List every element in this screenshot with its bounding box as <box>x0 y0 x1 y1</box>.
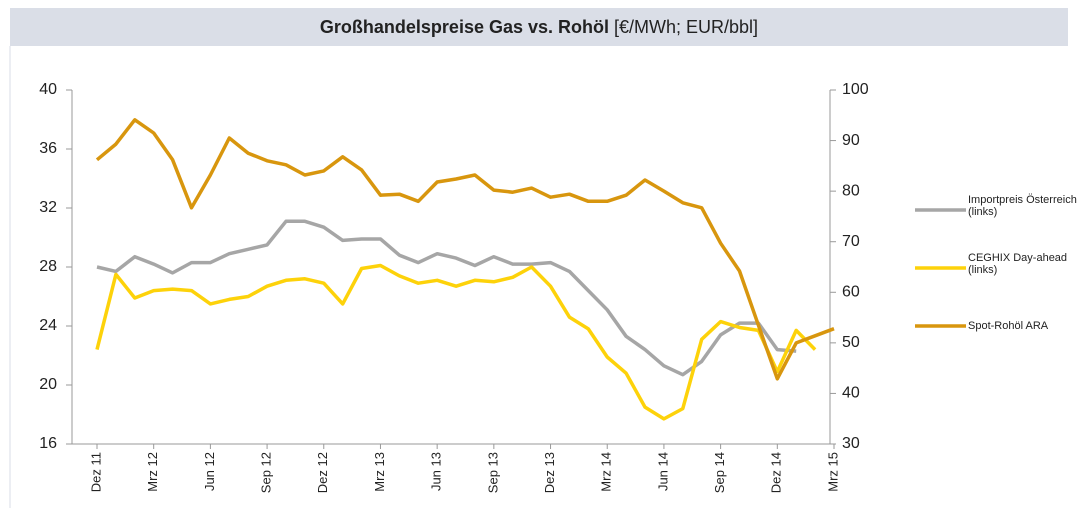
x-tick-label: Dez 12 <box>315 452 330 493</box>
x-tick-label: Mrz 14 <box>599 452 614 492</box>
x-tick-label: Dez 13 <box>542 452 557 493</box>
y-tick-label: 32 <box>39 199 57 216</box>
chart-subtitle: [€/MWh; EUR/bbl] <box>614 17 758 37</box>
y2-tick-label: 70 <box>842 233 860 250</box>
y-tick-label: 36 <box>39 140 57 157</box>
series-line <box>95 118 835 381</box>
x-tick-label: Mrz 12 <box>145 452 160 492</box>
y2-tick-label: 100 <box>842 81 869 98</box>
title-bar <box>10 8 1068 46</box>
x-tick-label: Sep 12 <box>259 452 274 493</box>
legend-label: CEGHIX Day-ahead (links) <box>968 252 1068 276</box>
series-line <box>96 219 797 377</box>
y-tick-label: 28 <box>39 258 57 275</box>
legend-label: Spot-Rohöl ARA <box>968 320 1049 332</box>
y-tick-label: 16 <box>39 435 57 452</box>
y2-tick-label: 90 <box>842 132 860 149</box>
x-tick-label: Mrz 15 <box>825 452 840 492</box>
chart-title-group: Großhandelspreise Gas vs. Rohöl [€/MWh; E… <box>320 17 758 37</box>
y2-tick-label: 50 <box>842 334 860 351</box>
series-line <box>95 263 817 421</box>
x-tick-label: Sep 14 <box>712 452 727 493</box>
x-tick-label: Jun 12 <box>202 452 217 491</box>
y-tick-label: 20 <box>39 376 57 393</box>
y2-tick-label: 80 <box>842 182 860 199</box>
x-tick-label: Jun 14 <box>655 452 670 491</box>
y-tick-label: 40 <box>39 81 57 98</box>
chart-title: Großhandelspreise Gas vs. Rohöl <box>320 17 609 37</box>
x-tick-label: Dez 11 <box>88 452 103 492</box>
y2-tick-label: 30 <box>842 435 860 452</box>
x-tick-label: Jun 13 <box>429 452 444 491</box>
x-tick-label: Mrz 13 <box>372 452 387 492</box>
x-tick-label: Dez 14 <box>769 452 784 493</box>
y-tick-label: 24 <box>39 317 57 334</box>
x-tick-label: Sep 13 <box>485 452 500 493</box>
y2-tick-label: 60 <box>842 284 860 301</box>
legend-label: Importpreis Österreich (links) <box>968 194 1077 218</box>
y2-tick-label: 40 <box>842 385 860 402</box>
